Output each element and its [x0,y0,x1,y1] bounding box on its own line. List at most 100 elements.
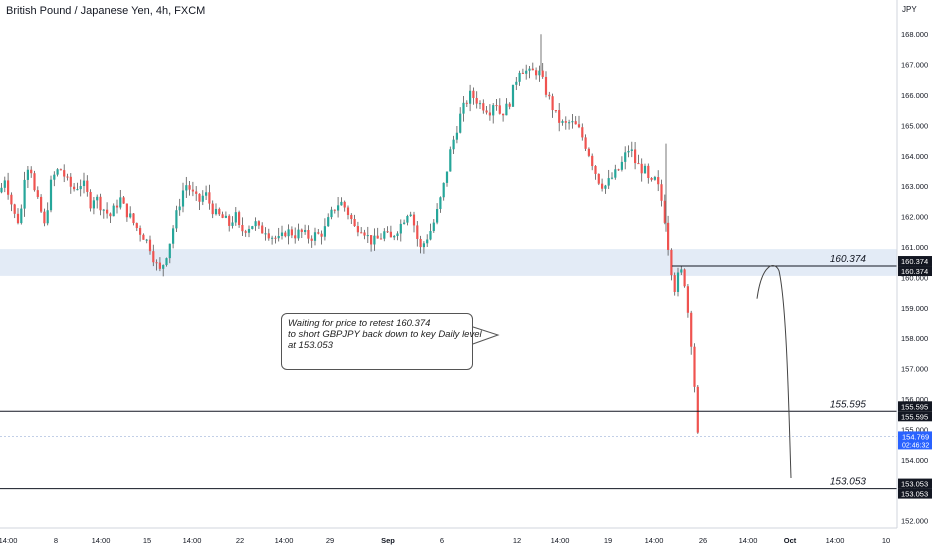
candle-up [680,269,683,273]
candle-down [86,180,89,192]
price-axis-unit: JPY [902,5,917,14]
candle-down [69,176,72,187]
time-tick-label: 14:00 [645,536,664,545]
candle-down [693,346,696,387]
candle-up [304,229,307,232]
price-tag-label: 160.374 [901,267,928,276]
candle-up [0,187,3,193]
candle-down [59,169,62,171]
candle-down [647,165,650,178]
candle-up [442,182,445,198]
time-tick-label: 29 [326,536,334,545]
candle-down [218,208,221,215]
time-tick-label: 10 [882,536,890,545]
candle-up [3,180,6,188]
price-tick-label: 168.000 [901,30,928,39]
candle-up [393,235,396,238]
candle-up [330,209,333,218]
candle-up [439,197,442,209]
candle-up [145,239,148,241]
candle-up [607,178,610,186]
candle-down [617,169,620,171]
candle-up [287,229,290,237]
candle-up [492,105,495,116]
price-tick-label: 162.000 [901,213,928,222]
candle-up [478,103,482,105]
candle-up [129,213,132,218]
annotation-line-3: at 153.053 [288,340,333,351]
support-resistance-zone [0,249,897,276]
candle-down [356,226,359,233]
candle-down [188,185,191,190]
candle-down [416,225,419,239]
candle-up [462,102,465,114]
candle-down [673,275,676,292]
candle-down [601,183,604,189]
time-axis[interactable]: 14:00 8 14:00 15 14:00 22 14:00 29 Sep 6 12 14:00 19… [0,527,897,545]
candle-down [389,231,392,238]
price-tick-label: 167.000 [901,61,928,70]
candle-down [10,194,13,205]
candle-down [670,249,673,276]
candle-down [284,232,287,237]
candle-down [577,124,581,128]
price-tick-label: 154.000 [901,456,928,465]
candle-up [403,222,406,224]
time-tick-label: 8 [54,536,58,545]
candle-up [432,222,435,232]
candle-down [581,127,584,138]
candle-up [406,216,409,223]
time-tick-label: 22 [236,536,244,545]
candle-up [112,205,115,217]
price-tick-label: 160.000 [901,273,928,282]
candle-up [172,228,175,244]
candle-up [459,113,462,133]
level-label: 155.595 [830,399,867,410]
price-tag-label: 155.595 [901,402,928,411]
annotation-text: Waiting for price to retest 160.374 to s… [288,318,482,351]
price-tick-label: 152.000 [901,517,928,526]
candle-down [637,163,640,165]
candle-up [643,165,647,174]
time-tick-label: 14:00 [275,536,294,545]
candle-down [158,262,161,269]
candle-down [587,148,590,156]
candle-down [472,90,475,98]
candle-down [30,169,33,174]
candle-up [264,233,267,235]
candle-down [667,222,670,250]
candle-up [185,185,188,191]
candle-down [99,196,102,211]
candle-down [465,102,468,104]
candle-down [238,212,241,226]
annotation-line-2: to short GBPJPY back down to key Daily l… [288,329,482,340]
candle-down [195,191,198,194]
price-tick-label: 156.000 [901,395,928,404]
candle-down [221,214,224,218]
candle-down [274,237,277,239]
candle-up [528,68,531,71]
candle-up [313,232,317,241]
candle-up [426,239,429,244]
candle-down [412,214,416,226]
candle-up [162,265,165,269]
candle-up [323,226,326,237]
candle-up [604,185,607,189]
candle-down [346,207,350,215]
time-tick-label: 14:00 [826,536,845,545]
candle-down [634,149,637,164]
candle-down [228,215,231,226]
price-tag [898,266,932,277]
candle-down [591,155,594,167]
candle-up [515,81,518,85]
candle-down [548,94,551,97]
candle-down [300,229,303,232]
candle-down [135,223,138,229]
candle-up [205,192,208,196]
candle-up [538,70,541,76]
candle-down [66,176,69,178]
level-label: 160.374 [830,254,867,265]
candle-down [244,231,247,233]
candle-up [234,212,237,223]
